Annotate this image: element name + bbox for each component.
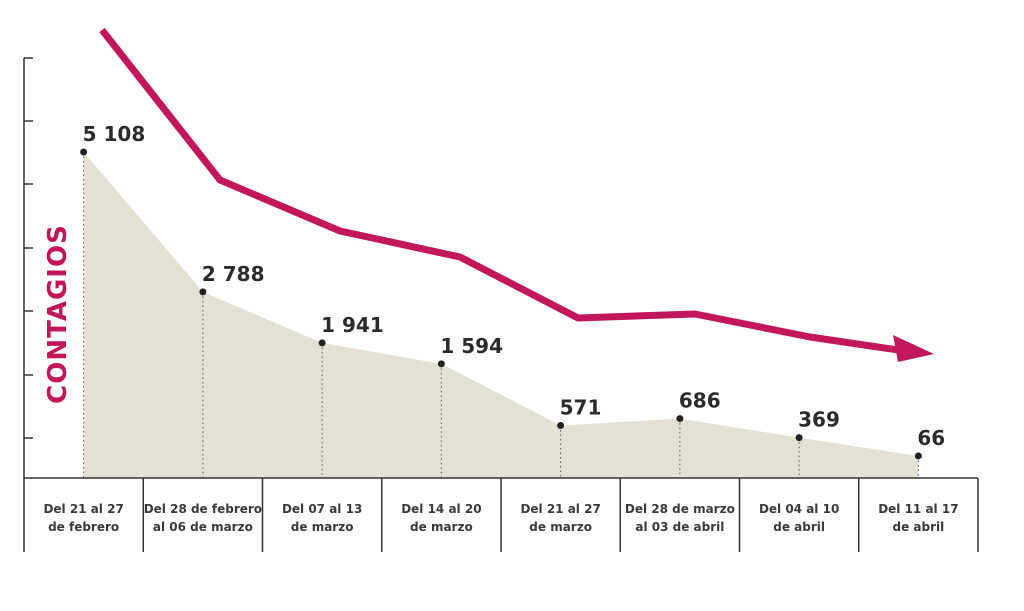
category-label: Del 28 de febrero al 06 de marzo [144,502,262,534]
category-labels: Del 21 al 27 de febrero Del 28 de febrero a… [43,502,958,534]
value-labels: 5 108 2 788 1 941 1 594 571 686 369 66 [83,122,946,450]
value-label: 66 [917,426,945,450]
area-fill [83,152,919,479]
data-point [199,288,207,296]
value-label: 5 108 [83,122,146,146]
y-axis-label: CONTAGIOS [43,224,73,404]
category-label: Del 21 al 27 de marzo [520,502,600,534]
category-label: Del 04 al 10 de abril [759,502,839,534]
data-point [914,452,922,460]
value-label: 369 [798,408,840,432]
axis-layer [23,57,979,552]
category-label: Del 21 al 27 de febrero [43,502,123,534]
trend-line [99,27,906,355]
value-label: 2 788 [202,262,265,286]
data-point [80,148,88,156]
area-layer [83,152,919,479]
data-point [795,434,803,442]
value-label: 1 941 [321,313,384,337]
category-label: Del 28 de marzo al 03 de abril [625,502,735,534]
trend-arrow [99,27,934,362]
trend-arrowhead [893,335,934,362]
value-label: 571 [560,395,602,419]
data-points [80,148,922,460]
data-point [676,415,684,423]
value-label: 1 594 [440,334,503,358]
data-point [557,421,565,429]
category-label: Del 07 al 13 de marzo [282,502,362,534]
category-label: Del 14 al 20 de marzo [401,502,481,534]
data-point [437,360,445,368]
value-label: 686 [679,389,721,413]
drop-lines [83,152,919,478]
category-label: Del 11 al 17 de abril [878,502,958,534]
data-point [318,339,326,347]
